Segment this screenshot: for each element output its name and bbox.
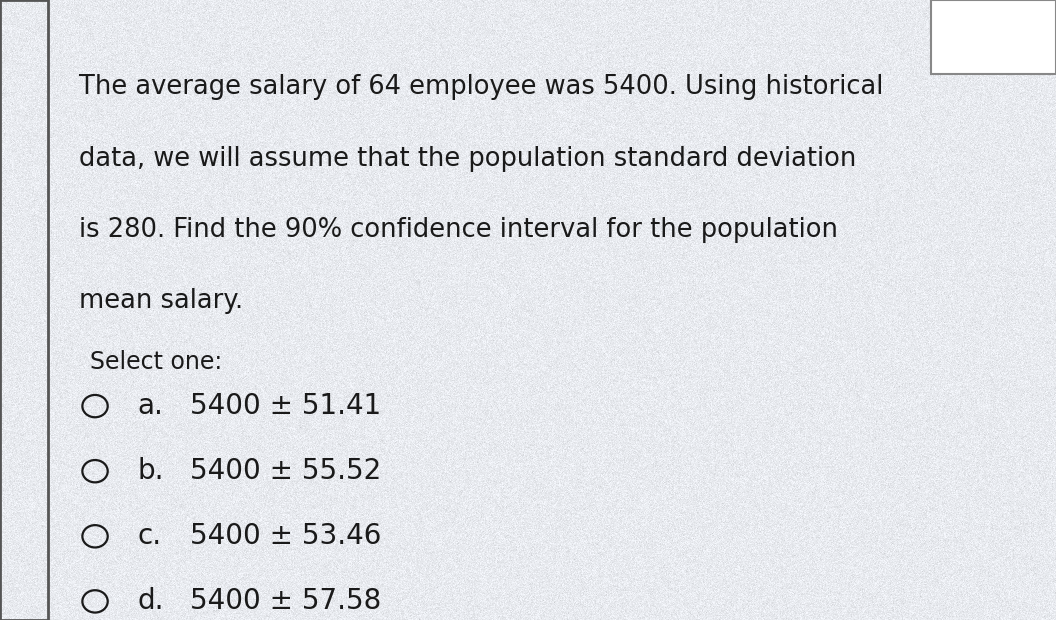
Text: d.: d. <box>137 587 164 616</box>
Text: 5400 ± 57.58: 5400 ± 57.58 <box>190 587 381 616</box>
Text: 5400 ± 51.41: 5400 ± 51.41 <box>190 392 381 420</box>
Text: The average salary of 64 employee was 5400. Using historical: The average salary of 64 employee was 54… <box>79 74 884 100</box>
Text: is 280. Find the 90% confidence interval for the population: is 280. Find the 90% confidence interval… <box>79 217 838 243</box>
Text: a.: a. <box>137 392 164 420</box>
Text: 5400 ± 55.52: 5400 ± 55.52 <box>190 457 381 485</box>
Text: Select one:: Select one: <box>90 350 222 374</box>
Bar <box>0 0 48 620</box>
Bar <box>931 0 1056 74</box>
Text: b.: b. <box>137 457 164 485</box>
Text: data, we will assume that the population standard deviation: data, we will assume that the population… <box>79 146 856 172</box>
Text: 5400 ± 53.46: 5400 ± 53.46 <box>190 522 381 551</box>
Text: c.: c. <box>137 522 162 551</box>
Text: mean salary.: mean salary. <box>79 288 243 314</box>
